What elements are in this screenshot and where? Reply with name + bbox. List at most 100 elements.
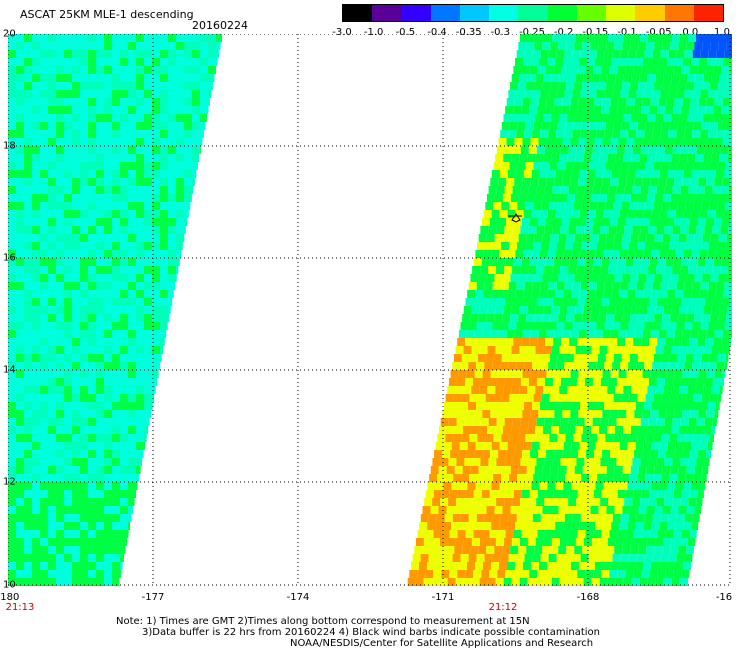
swath-cell	[684, 282, 693, 290]
swath-cell	[591, 306, 600, 314]
swath-cell	[554, 178, 563, 186]
swath-cell	[88, 170, 96, 178]
swath-cell	[659, 522, 668, 530]
swath-cell	[681, 338, 690, 346]
swath-cell	[120, 146, 128, 154]
swath-cell	[160, 234, 168, 242]
swath-cell	[440, 418, 449, 426]
swath-cell	[104, 498, 112, 506]
swath-cell	[486, 546, 495, 554]
swath-cell	[96, 250, 104, 258]
swath-cell	[703, 306, 712, 314]
swath-cell	[592, 458, 601, 466]
swath-cell	[428, 514, 437, 522]
swath-cell	[547, 482, 556, 490]
swath-cell	[513, 570, 522, 578]
swath-cell	[629, 162, 638, 170]
swath-cell	[517, 202, 526, 210]
swath-cell	[499, 210, 508, 218]
swath-cell	[136, 130, 144, 138]
swath-cell	[493, 434, 502, 442]
swath-cell	[646, 82, 655, 90]
swath-cell	[48, 442, 56, 450]
swath-cell	[675, 290, 684, 298]
swath-cell	[576, 498, 585, 506]
swath-cell	[498, 138, 507, 146]
swath-cell	[569, 106, 578, 114]
swath-cell	[598, 546, 607, 554]
swath-cell	[152, 42, 160, 50]
swath-cell	[570, 138, 579, 146]
swath-cell	[573, 122, 582, 130]
swath-cell	[64, 466, 72, 474]
swath-cell	[16, 282, 24, 290]
swath-cell	[641, 106, 650, 114]
swath-cell	[586, 98, 595, 106]
swath-cell	[24, 354, 32, 362]
swath-cell	[48, 434, 56, 442]
swath-cell	[505, 258, 514, 266]
swath-cell	[650, 370, 659, 378]
swath-cell	[136, 34, 144, 42]
swath-cell	[200, 58, 208, 66]
swath-cell	[656, 226, 665, 234]
swath-cell	[570, 450, 579, 458]
swath-cell	[104, 546, 112, 554]
swath-cell	[609, 258, 618, 266]
swath-cell	[726, 234, 732, 242]
swath-cell	[32, 50, 40, 58]
swath-cell	[520, 146, 529, 154]
swath-cell	[547, 250, 556, 258]
swath-cell	[80, 498, 88, 506]
swath-cell	[80, 330, 88, 338]
swath-cell	[120, 42, 128, 50]
swath-cell	[628, 402, 636, 410]
swath-cell	[40, 354, 48, 362]
swath-cell	[486, 466, 495, 474]
swath-cell	[532, 402, 540, 410]
swath-cell	[615, 538, 624, 546]
swath-cell	[660, 402, 668, 410]
swath-cell	[526, 194, 535, 202]
swath-cell	[628, 362, 637, 370]
swath-cell	[688, 378, 697, 386]
swath-cell	[519, 426, 528, 434]
swath-cell	[679, 346, 688, 354]
swath-cell	[16, 50, 24, 58]
swath-cell	[144, 170, 152, 178]
colorbar-label: -3.0	[332, 27, 352, 38]
swath-cell	[590, 194, 599, 202]
swath-cell	[710, 194, 719, 202]
swath-cell	[72, 466, 80, 474]
swath-cell	[716, 130, 725, 138]
swath-cell	[16, 242, 24, 250]
swath-cell	[40, 306, 48, 314]
swath-cell	[112, 466, 120, 474]
swath-cell	[539, 170, 548, 178]
swath-cell	[545, 298, 554, 306]
swath-cell	[16, 394, 24, 402]
colorbar-segment	[693, 5, 724, 21]
swath-cell	[168, 194, 176, 202]
swath-cell	[104, 98, 112, 106]
swath-cell	[104, 202, 112, 210]
swath-cell	[551, 386, 560, 394]
swath-cell	[56, 266, 64, 274]
swath-cell	[500, 282, 509, 290]
swath-cell	[485, 394, 494, 402]
swath-cell	[16, 466, 24, 474]
swath-cell	[152, 146, 160, 154]
swath-cell	[672, 418, 681, 426]
swath-cell	[627, 58, 636, 66]
swath-cell	[465, 298, 474, 306]
swath-cell	[48, 418, 56, 426]
swath-cell	[144, 194, 152, 202]
swath-cell	[64, 514, 72, 522]
swath-cell	[80, 122, 88, 130]
swath-cell	[120, 330, 128, 338]
swath-cell	[423, 538, 432, 546]
swath-cell	[48, 42, 56, 50]
swath-cell	[120, 434, 128, 442]
swath-cell	[509, 354, 518, 362]
swath-cell	[572, 50, 581, 58]
